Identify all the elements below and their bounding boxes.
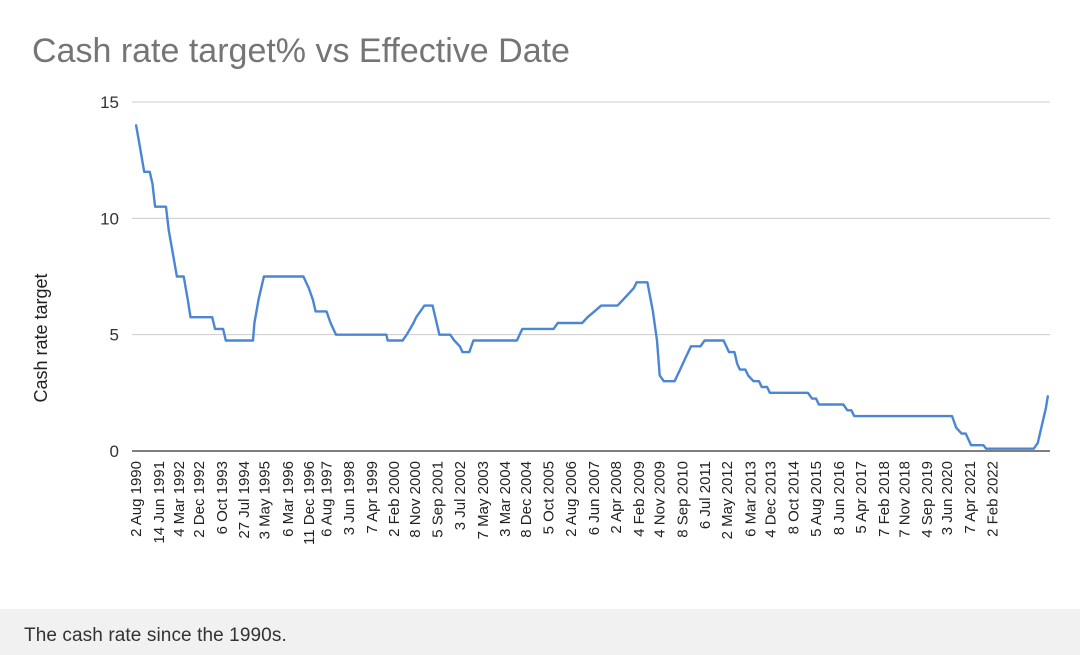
x-tick-label: 8 Nov 2000 bbox=[407, 461, 424, 538]
x-tick-label: 11 Dec 1996 bbox=[301, 461, 318, 545]
x-tick-label: 6 Mar 2013 bbox=[742, 461, 759, 537]
x-tick-label: 6 Aug 1997 bbox=[319, 461, 336, 537]
x-tick-label: 6 Mar 1996 bbox=[280, 461, 297, 537]
series-line-cash-rate bbox=[134, 124, 1049, 450]
x-tick-label: 4 Mar 1992 bbox=[171, 461, 188, 537]
x-tick-label: 8 Jun 2016 bbox=[831, 461, 848, 535]
x-tick-label: 8 Dec 2004 bbox=[518, 461, 535, 538]
x-tick-label: 2 May 2012 bbox=[719, 461, 736, 539]
x-tick-label: 6 Jun 2007 bbox=[586, 461, 603, 535]
x-tick-label: 2 Aug 1990 bbox=[128, 461, 145, 537]
x-tick-label: 6 Oct 1993 bbox=[214, 461, 231, 534]
x-tick-label: 5 Oct 2005 bbox=[540, 461, 557, 534]
caption-bar: The cash rate since the 1990s. bbox=[0, 609, 1080, 655]
x-tick-label: 4 Dec 2013 bbox=[762, 461, 779, 538]
x-tick-label: 3 Jun 2020 bbox=[939, 461, 956, 535]
x-tick-label: 7 Apr 2021 bbox=[962, 461, 979, 534]
y-tick-label: 0 bbox=[110, 442, 119, 461]
x-tick-label: 4 Nov 2009 bbox=[651, 461, 668, 538]
x-tick-label: 2 Feb 2022 bbox=[985, 461, 1002, 537]
x-tick-label: 7 Feb 2018 bbox=[876, 461, 893, 537]
x-tick-label: 3 Jul 2002 bbox=[452, 461, 469, 530]
x-tick-label: 3 May 1995 bbox=[257, 461, 274, 539]
x-tick-label: 4 Sep 2019 bbox=[919, 461, 936, 538]
x-tick-label: 8 Oct 2014 bbox=[786, 461, 803, 534]
x-tick-label: 7 Nov 2018 bbox=[897, 461, 914, 538]
chart-title: Cash rate target% vs Effective Date bbox=[32, 32, 570, 70]
x-tick-label: 2 Dec 1992 bbox=[191, 461, 208, 538]
y-tick-label: 15 bbox=[100, 93, 119, 112]
x-tick-label: 5 Aug 2015 bbox=[808, 461, 825, 537]
x-tick-label: 14 Jun 1991 bbox=[151, 461, 168, 544]
x-tick-label: 5 Sep 2001 bbox=[430, 461, 447, 538]
gridlines bbox=[132, 101, 1050, 452]
y-tick-label: 5 bbox=[110, 326, 119, 345]
x-tick-label: 6 Jul 2011 bbox=[697, 461, 714, 529]
x-tick-label: 4 Feb 2009 bbox=[631, 461, 648, 537]
caption-text: The cash rate since the 1990s. bbox=[24, 625, 287, 646]
x-tick-label: 2 Aug 2006 bbox=[563, 461, 580, 537]
y-axis-ticks: 0 5 10 15 bbox=[100, 93, 119, 461]
x-tick-label: 8 Sep 2010 bbox=[674, 461, 691, 538]
x-axis-ticks: 2 Aug 1990 14 Jun 1991 4 Mar 1992 2 Dec 199… bbox=[128, 461, 1002, 545]
x-tick-label: 7 Apr 1999 bbox=[364, 461, 381, 534]
x-tick-label: 3 Jun 1998 bbox=[341, 461, 358, 535]
x-tick-label: 3 Mar 2004 bbox=[497, 461, 514, 537]
x-tick-label: 5 Apr 2017 bbox=[853, 461, 870, 534]
y-tick-label: 10 bbox=[100, 209, 119, 228]
x-tick-label: 2 Apr 2008 bbox=[608, 461, 625, 534]
x-tick-label: 2 Feb 2000 bbox=[386, 461, 403, 537]
y-axis-title: Cash rate target bbox=[31, 273, 51, 402]
x-tick-label: 7 May 2003 bbox=[475, 461, 492, 539]
cash-rate-chart: Cash rate target% vs Effective Date Cash… bbox=[31, 32, 1050, 545]
series-layer bbox=[134, 124, 1049, 450]
x-tick-label: 27 Jul 1994 bbox=[236, 461, 253, 539]
